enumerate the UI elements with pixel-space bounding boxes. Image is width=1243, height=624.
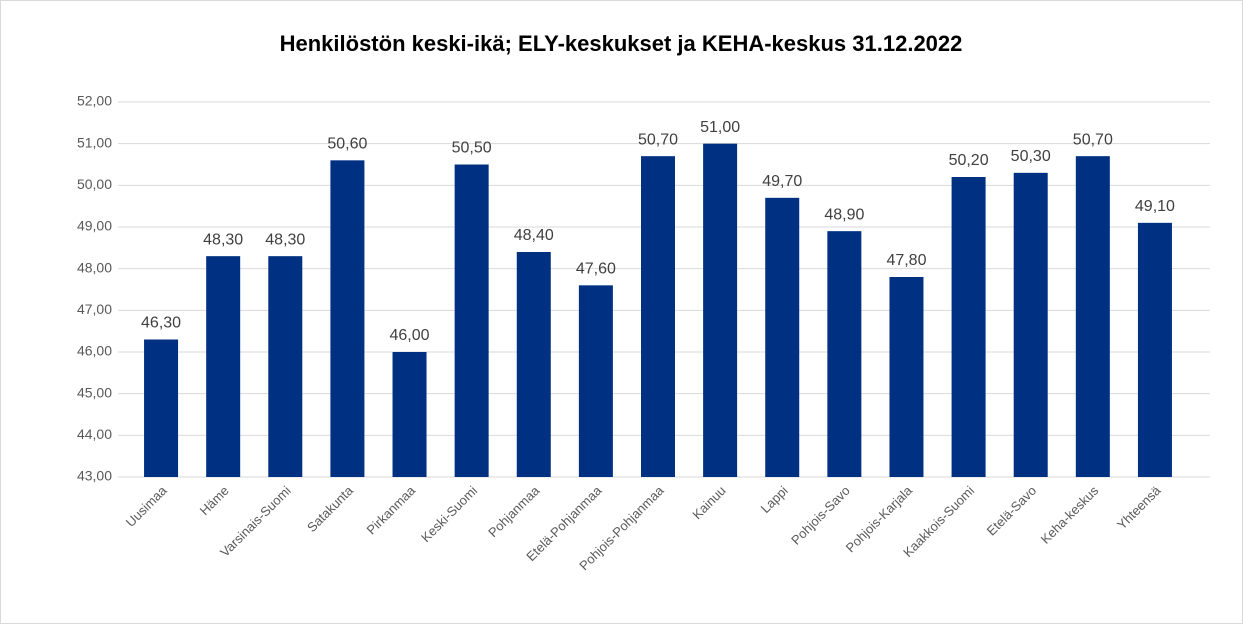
value-label: 47,80 [886,252,926,269]
y-tick-label: 47,00 [77,301,112,317]
value-label: 48,90 [824,206,864,223]
bar [206,256,241,477]
y-tick-label: 52,00 [77,93,112,109]
bar [703,143,738,477]
value-label: 48,30 [265,231,305,248]
value-label: 50,60 [327,136,367,153]
y-tick-label: 45,00 [77,384,112,400]
value-label: 46,00 [390,327,430,344]
bar [454,164,489,477]
y-tick-label: 49,00 [77,218,112,234]
bar [1013,172,1048,478]
y-tick-label: 51,00 [77,134,112,150]
value-label: 50,30 [1011,148,1051,165]
value-label: 51,00 [700,119,740,136]
bar [889,277,924,477]
bar [330,160,365,478]
value-label: 49,70 [762,173,802,190]
bar [1075,156,1110,477]
y-tick-label: 44,00 [77,426,112,442]
value-label: 50,70 [1073,131,1113,148]
bar [1137,222,1172,477]
bar [268,256,303,477]
y-tick-label: 46,00 [77,343,112,359]
value-label: 50,50 [452,140,492,157]
value-label: 49,10 [1135,198,1175,215]
y-tick-label: 50,00 [77,176,112,192]
bar [951,177,986,477]
bar [578,285,613,477]
bar [827,231,862,477]
value-label: 46,30 [141,315,181,332]
bar [765,197,800,478]
y-tick-label: 48,00 [77,259,112,275]
bar [641,156,675,477]
bar [392,352,427,477]
y-tick-label: 43,00 [77,468,112,484]
chart-title: Henkilöstön keski-ikä; ELY-keskukset ja … [280,31,963,56]
value-label: 48,30 [203,231,243,248]
value-label: 47,60 [576,261,616,278]
value-label: 48,40 [514,227,554,244]
bar [516,252,551,477]
value-label: 50,20 [949,152,989,169]
value-label: 50,70 [638,131,678,148]
bar [144,339,179,477]
